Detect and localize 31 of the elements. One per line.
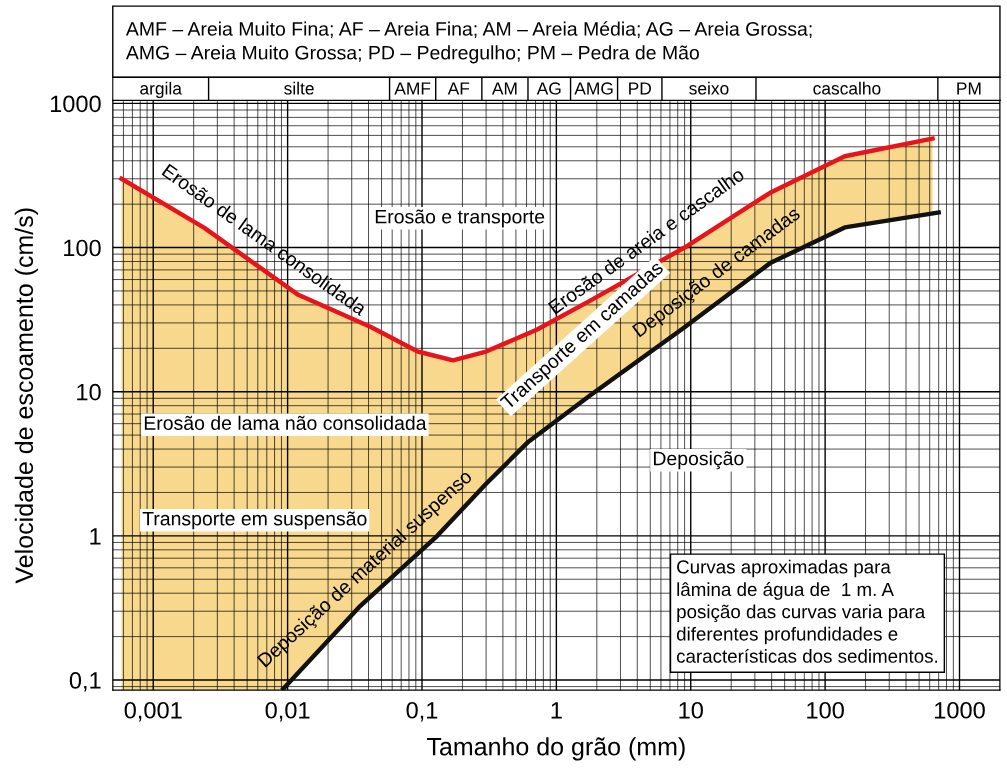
y-tick-label: 1000 xyxy=(50,95,101,113)
text: PD xyxy=(629,82,651,95)
x-tick-label: 0,001 xyxy=(124,701,182,722)
x-tick-label: 0,1 xyxy=(406,701,438,722)
annotation: Curvas aproximadas para lâmina de água de 1 m. A posição das curvas varia para diferentes profundidades e características dos sedimentos. xyxy=(676,559,938,663)
annotation: Erosão de lama não consolidada xyxy=(144,415,427,430)
x-axis-title: Tamanho do grão (mm) xyxy=(427,737,685,761)
x-tick-label: 1 xyxy=(551,702,562,719)
x-tick-label: 100 xyxy=(807,701,844,719)
y-tick-label: 10 xyxy=(77,383,101,401)
x-tick-label: 10 xyxy=(679,701,703,719)
y-tick-label: 0,1 xyxy=(69,672,101,692)
annotation: Erosão e transporte xyxy=(375,209,545,228)
text: argila xyxy=(140,81,182,99)
text: AM xyxy=(491,82,517,95)
annotation: Deposição xyxy=(653,451,744,470)
text: AG xyxy=(536,82,561,95)
x-tick-label: 1000 xyxy=(935,701,985,719)
text: PM xyxy=(957,82,981,95)
x-tick-label: 0,01 xyxy=(265,701,310,722)
text: AMG xyxy=(574,82,613,95)
y-axis-title: Velocidade de escoamento (cm/s) xyxy=(14,208,39,584)
text: seixo xyxy=(689,81,729,95)
text: AF xyxy=(447,82,470,95)
text: AMF xyxy=(394,82,431,95)
y-tick-label: 100 xyxy=(64,239,101,257)
chart-title: AMF – Areia Muito Fina; AF – Areia Fina; AM – Areia Média; AG – Areia Grossa; AMG – Areia Muito Grossa; PD – Pedregulho; PM – Pedra de Mão xyxy=(125,21,812,64)
y-tick-label: 1 xyxy=(90,528,101,545)
annotation: Transporte em suspensão xyxy=(142,511,367,530)
text: cascalho xyxy=(813,81,881,95)
text: silte xyxy=(284,81,314,95)
